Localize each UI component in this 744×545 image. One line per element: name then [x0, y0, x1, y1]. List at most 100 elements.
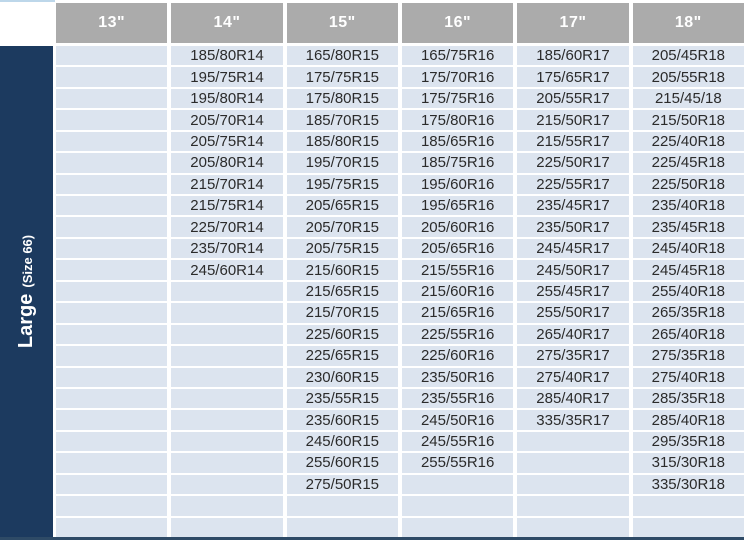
table-cell: [56, 46, 168, 66]
table-cell: [171, 303, 283, 323]
table-cell: 215/55R17: [517, 131, 629, 152]
table-cell: [56, 346, 168, 366]
table-cell: 215/45/18: [632, 88, 744, 109]
table-cell: [171, 367, 283, 387]
table-cell: [517, 431, 629, 452]
header-cell-14in: 14": [171, 3, 283, 43]
table-cell: [632, 517, 744, 537]
header-cell-16in: 16": [402, 3, 514, 43]
table-cell: [56, 196, 168, 216]
table-cell: [517, 517, 629, 537]
size-group-label: Large: [15, 293, 37, 349]
table-cell: 175/75R15: [286, 67, 398, 87]
table-cell: 225/60R15: [286, 324, 398, 345]
table-cell: 235/50R16: [402, 367, 514, 387]
table-cell: [402, 517, 514, 537]
table-cell: [171, 453, 283, 473]
table-cell: 185/80R15: [286, 131, 398, 152]
table-cell: 195/75R15: [286, 174, 398, 195]
table-cell: [56, 517, 168, 537]
table-cell: 265/35R18: [632, 303, 744, 323]
table-cell: 245/60R14: [171, 260, 283, 280]
table-cell: [56, 238, 168, 259]
table-cell: 175/80R16: [402, 110, 514, 130]
table-cell: [171, 346, 283, 366]
table-cell: 285/40R18: [632, 410, 744, 430]
table-cell: [286, 496, 398, 516]
table-cell: 205/55R18: [632, 67, 744, 87]
table-cell: [171, 410, 283, 430]
table-cell: 225/40R18: [632, 131, 744, 152]
table-cell: 215/65R16: [402, 303, 514, 323]
table-cell: 235/50R17: [517, 217, 629, 237]
table-cell: [56, 281, 168, 302]
table-cell: 175/65R17: [517, 67, 629, 87]
table-cell: 165/80R15: [286, 46, 398, 66]
table-cell: [56, 260, 168, 280]
table-cell: [286, 517, 398, 537]
table-cell: [56, 88, 168, 109]
table-cell: 225/45R18: [632, 153, 744, 173]
table-cell: 225/50R18: [632, 174, 744, 195]
table-cell: 230/60R15: [286, 367, 398, 387]
table-cell: 215/60R16: [402, 281, 514, 302]
table-cell: 245/50R16: [402, 410, 514, 430]
table-cell: 215/50R18: [632, 110, 744, 130]
table-cell: 235/55R15: [286, 388, 398, 409]
table-cell: 225/60R16: [402, 346, 514, 366]
table-cell: [171, 324, 283, 345]
table-cell: [56, 388, 168, 409]
table-cell: 335/35R17: [517, 410, 629, 430]
table-cell: 235/60R15: [286, 410, 398, 430]
table-cell: 175/70R16: [402, 67, 514, 87]
table-cell: 335/30R18: [632, 474, 744, 495]
table-cell: 205/55R17: [517, 88, 629, 109]
table-cell: [56, 217, 168, 237]
table-cell: 195/80R14: [171, 88, 283, 109]
table-cell: 295/35R18: [632, 431, 744, 452]
table-cell: [56, 110, 168, 130]
table-cell: [56, 453, 168, 473]
bottom-border-line: [0, 537, 744, 540]
header-cell-15in: 15": [286, 3, 398, 43]
table-cell: 175/75R16: [402, 88, 514, 109]
table-cell: 245/60R15: [286, 431, 398, 452]
table-cell: 235/70R14: [171, 238, 283, 259]
table-cell: 225/50R17: [517, 153, 629, 173]
table-cell: 255/40R18: [632, 281, 744, 302]
table-cell: 255/60R15: [286, 453, 398, 473]
table-cell: [56, 67, 168, 87]
table-cell: 245/45R17: [517, 238, 629, 259]
table-cell: 225/55R17: [517, 174, 629, 195]
table-cell: 215/75R14: [171, 196, 283, 216]
table-cell: 255/50R17: [517, 303, 629, 323]
table-cell: 275/35R18: [632, 346, 744, 366]
table-cell: 235/40R18: [632, 196, 744, 216]
table-cell: 185/80R14: [171, 46, 283, 66]
table-cell: [56, 496, 168, 516]
table-cell: 265/40R17: [517, 324, 629, 345]
table-cell: 195/65R16: [402, 196, 514, 216]
table-cell: [56, 410, 168, 430]
table-cell: 235/55R16: [402, 388, 514, 409]
table-cell: 205/75R15: [286, 238, 398, 259]
table-cell: [402, 474, 514, 495]
tire-table-grid: 185/80R14 165/80R15 165/75R16 185/60R17 205/…: [56, 46, 744, 537]
table-cell: 265/40R18: [632, 324, 744, 345]
table-cell: 235/45R18: [632, 217, 744, 237]
table-cell: 215/60R15: [286, 260, 398, 280]
table-cell: [171, 388, 283, 409]
table-cell: 215/50R17: [517, 110, 629, 130]
table-cell: 275/40R18: [632, 367, 744, 387]
table-cell: 205/70R14: [171, 110, 283, 130]
table-cell: [56, 367, 168, 387]
table-cell: [171, 474, 283, 495]
table-cell: [517, 453, 629, 473]
table-cell: [56, 431, 168, 452]
table-cell: 275/50R15: [286, 474, 398, 495]
table-cell: 205/70R15: [286, 217, 398, 237]
table-cell: 245/45R18: [632, 260, 744, 280]
table-cell: 205/65R16: [402, 238, 514, 259]
table-cell: 225/55R16: [402, 324, 514, 345]
